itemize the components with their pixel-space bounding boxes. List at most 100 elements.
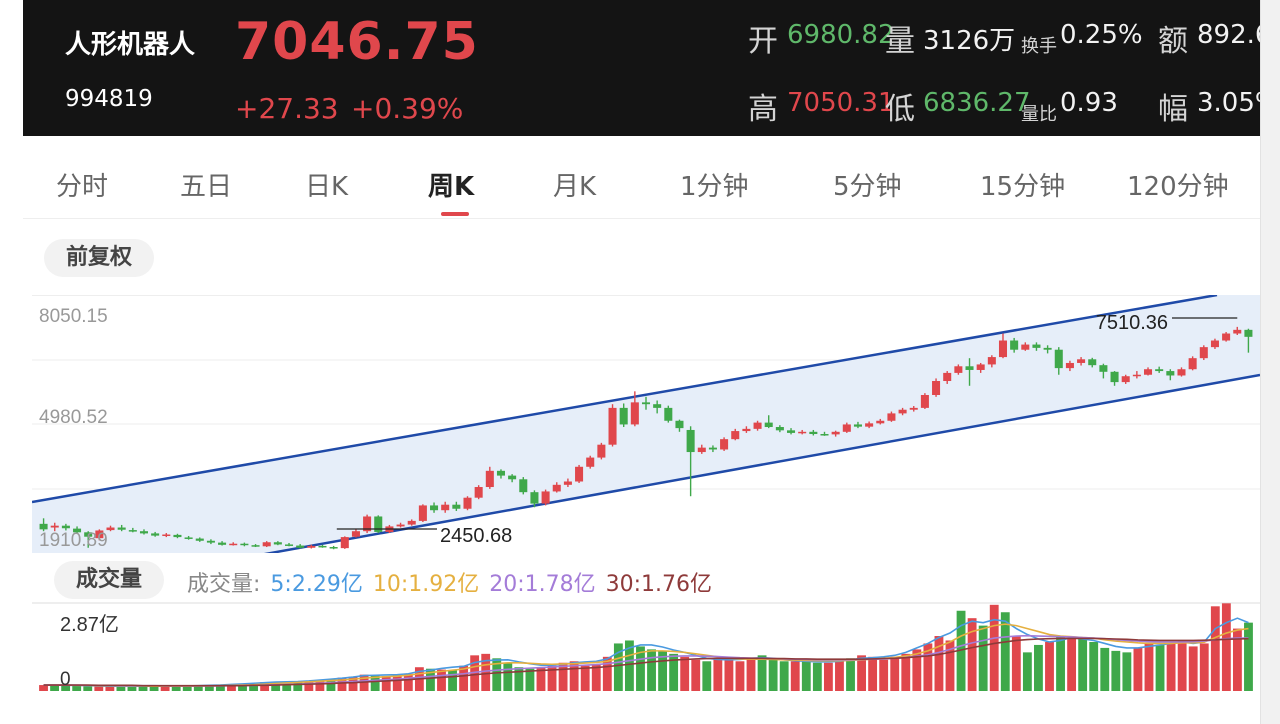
volume-bar bbox=[691, 659, 701, 691]
volume-bar bbox=[293, 681, 303, 691]
tab-5min[interactable]: 5分钟 bbox=[833, 172, 902, 202]
candle-body bbox=[218, 542, 227, 545]
candle-body bbox=[1032, 344, 1041, 348]
candle-body bbox=[586, 457, 595, 467]
candle-body bbox=[787, 430, 796, 433]
candle bbox=[1065, 360, 1074, 372]
candle bbox=[1244, 328, 1253, 353]
volume-bar bbox=[1034, 644, 1043, 691]
candle bbox=[541, 489, 550, 506]
candle-body bbox=[151, 533, 160, 536]
volume-bar bbox=[890, 656, 900, 691]
candle bbox=[708, 445, 717, 453]
volume-bar bbox=[492, 658, 502, 691]
tab-weekly-k[interactable]: 周K bbox=[428, 172, 475, 202]
candle-body bbox=[686, 429, 695, 453]
high-label: 高 bbox=[748, 92, 778, 127]
candle-body bbox=[307, 545, 316, 548]
max-price-label: 7510.36 bbox=[1096, 312, 1168, 334]
volume-bar bbox=[39, 685, 48, 691]
candle bbox=[831, 430, 840, 437]
candle bbox=[407, 519, 416, 526]
candle bbox=[1043, 345, 1052, 354]
price-axis-label: 4980.52 bbox=[39, 407, 108, 428]
candle-body bbox=[106, 527, 115, 531]
candle bbox=[430, 502, 439, 513]
candle-body bbox=[831, 431, 840, 435]
candle-body bbox=[675, 420, 684, 429]
candle-body bbox=[173, 534, 182, 538]
volume-bar bbox=[525, 668, 535, 691]
candle-body bbox=[575, 466, 584, 482]
candle-body bbox=[1043, 347, 1052, 350]
candle-body bbox=[128, 530, 137, 532]
candle-body bbox=[452, 504, 461, 509]
candle-body bbox=[809, 431, 818, 435]
candle-body bbox=[664, 407, 673, 421]
candle bbox=[1121, 374, 1130, 384]
volume-bar bbox=[1045, 641, 1054, 691]
tab-intraday[interactable]: 分时 bbox=[56, 172, 109, 202]
volume-bar bbox=[392, 674, 402, 691]
volume-value: 3126万 bbox=[923, 26, 1016, 56]
volume-bar bbox=[94, 686, 104, 691]
candle bbox=[1144, 367, 1153, 376]
candle-body bbox=[820, 434, 829, 436]
volume-legend: 成交量: 5:2.29亿 10:1.92亿 20:1.78亿 30:1.76亿 bbox=[187, 566, 722, 598]
candle bbox=[1222, 332, 1231, 342]
volume-bar bbox=[1199, 643, 1209, 691]
volume-bar bbox=[437, 669, 446, 691]
candle-body bbox=[965, 366, 974, 370]
volume-bar bbox=[481, 653, 491, 691]
candle bbox=[1188, 356, 1197, 371]
volume-indicator-button[interactable]: 成交量 bbox=[54, 561, 165, 599]
tab-monthly-k[interactable]: 月K bbox=[553, 172, 597, 202]
candle-body bbox=[1121, 376, 1130, 383]
ma30-line bbox=[43, 637, 1249, 687]
volume-chart[interactable]: 2.87亿 0 bbox=[32, 602, 1260, 720]
candlestick-chart[interactable]: 8050.15 4980.52 1910.89 7510.36 2450.68 bbox=[32, 295, 1260, 553]
volume-bar bbox=[602, 656, 612, 691]
candle-body bbox=[865, 423, 874, 427]
volume-bar bbox=[912, 649, 922, 691]
volume-bar bbox=[1122, 652, 1132, 691]
volume-bar bbox=[857, 655, 866, 691]
candle bbox=[775, 425, 784, 433]
candle-body bbox=[1166, 371, 1175, 376]
adjust-button[interactable]: 前复权 bbox=[44, 239, 155, 277]
volume-bar bbox=[514, 667, 524, 691]
candle-body bbox=[1155, 369, 1164, 372]
volume-bar bbox=[227, 684, 236, 691]
tab-five-day[interactable]: 五日 bbox=[180, 172, 233, 202]
turnover-label: 换手 bbox=[1021, 36, 1057, 57]
volume-bar bbox=[348, 676, 358, 691]
volume-bar bbox=[823, 662, 833, 691]
open-label: 开 bbox=[748, 24, 778, 59]
volume-bar bbox=[547, 665, 557, 691]
volume-bar bbox=[1056, 636, 1065, 691]
candle-body bbox=[1222, 333, 1231, 341]
period-tabs: 分时 五日 日K 周K 月K 1分钟 5分钟 15分钟 120分钟 bbox=[23, 148, 1260, 219]
ma30-legend: 30:1.76亿 bbox=[605, 572, 713, 597]
volume-bar bbox=[868, 656, 878, 691]
candle bbox=[764, 415, 773, 429]
volume-bar bbox=[503, 662, 513, 691]
tab-1min[interactable]: 1分钟 bbox=[680, 172, 749, 202]
tab-daily-k[interactable]: 日K bbox=[305, 172, 349, 202]
volume-bar bbox=[779, 661, 789, 691]
candle-body bbox=[407, 520, 416, 525]
candle bbox=[943, 371, 952, 384]
volume-bar bbox=[1100, 647, 1110, 691]
candle-body bbox=[61, 525, 70, 529]
candle-body bbox=[1010, 340, 1019, 350]
candle bbox=[887, 411, 896, 422]
volume-bar bbox=[536, 667, 546, 691]
tab-120min[interactable]: 120分钟 bbox=[1127, 172, 1229, 202]
tab-15min[interactable]: 15分钟 bbox=[980, 172, 1066, 202]
candle-body bbox=[418, 505, 427, 521]
candle bbox=[262, 541, 271, 548]
candle bbox=[106, 525, 115, 532]
candle bbox=[1166, 369, 1175, 381]
ma5-legend: 5:2.29亿 bbox=[270, 572, 363, 597]
price-axis-label: 8050.15 bbox=[39, 306, 108, 327]
